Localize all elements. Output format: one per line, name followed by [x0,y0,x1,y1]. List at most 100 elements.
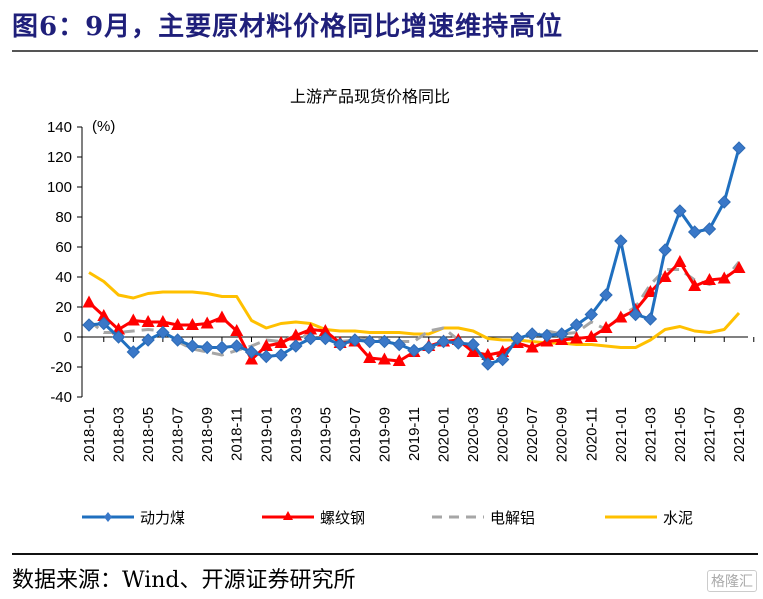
data-point-triangle [171,318,185,330]
data-point-triangle [377,352,391,365]
x-tick-label: 2020-11 [583,407,600,461]
series-line [88,147,741,366]
x-tick-label: 2020-07 [524,407,541,462]
x-tick-label: 2021-07 [701,407,718,462]
data-point-diamond [466,337,480,352]
data-point-triangle [525,340,539,353]
data-point-diamond [215,340,229,355]
x-tick-label: 2018-03 [111,407,128,462]
series-line [88,261,741,361]
x-tick-label: 2019-11 [406,407,423,461]
x-tick-label: 2019-01 [258,407,275,462]
x-tick-label: 2018-09 [199,407,216,462]
data-point-diamond [436,334,451,349]
data-point-diamond [303,331,318,346]
data-point-triangle [215,310,229,323]
watermark: 格隆汇 [707,570,757,592]
data-point-diamond [362,334,377,349]
legend-label: 水泥 [663,509,693,527]
series-4 [88,271,741,349]
data-point-triangle [156,315,170,327]
x-tick-label: 2019-09 [376,407,393,462]
data-point-triangle [318,324,332,336]
data-point-diamond [333,337,347,352]
data-point-triangle [732,261,746,273]
data-point-diamond [111,330,126,344]
data-point-diamond [289,339,303,353]
data-point-diamond [569,318,584,332]
data-point-diamond [702,222,717,236]
y-tick-label: 120 [47,149,72,166]
data-point-diamond [422,340,436,355]
y-tick-label: 140 [47,119,72,136]
data-point-diamond [259,349,273,364]
x-tick-label: 2020-09 [554,407,571,462]
x-tick-label: 2019-05 [317,407,334,462]
x-tick-label: 2021-03 [642,407,659,462]
y-tick-label: 40 [55,269,72,286]
data-point-diamond [481,357,495,371]
data-point-triangle [126,313,140,326]
data-point-triangle [112,322,126,335]
legend-marker-diamond [104,512,112,522]
chart-title: 上游产品现货价格同比 [290,87,450,106]
data-point-diamond [156,325,170,340]
data-point-diamond [348,333,362,347]
figure-title: 图6：9月，主要原材料价格同比增速维持高位 [12,12,564,42]
data-point-triangle [584,330,598,342]
data-point-diamond [126,345,141,359]
data-point-triangle [643,285,657,297]
legend-item-4: 水泥 [605,509,693,527]
series-line [88,271,741,349]
x-tick-label: 2021-01 [613,407,630,462]
data-point-diamond [200,340,214,355]
data-point-diamond [732,141,746,155]
series-group [82,141,746,371]
x-tick-label: 2021-05 [672,407,689,462]
legend-item-3: 电解铝 [432,509,535,527]
data-point-diamond [628,307,643,322]
data-point-triangle [392,354,406,366]
y-tick-label: 80 [55,209,72,226]
x-tick-label: 2018-07 [170,407,187,462]
data-point-triangle [363,351,377,363]
data-point-diamond [451,336,466,350]
data-point-diamond [540,328,554,343]
data-point-triangle [614,310,628,323]
data-point-triangle [259,339,273,351]
data-point-diamond [407,343,421,358]
legend-item-2: 螺纹钢 [262,509,365,527]
data-point-triangle [97,309,111,321]
y-axis-label: (%) [92,118,115,135]
bottom-rule [12,553,758,555]
data-point-triangle [304,322,318,335]
data-point-diamond [643,312,658,326]
data-point-triangle [702,273,716,285]
legend-label: 电解铝 [490,509,535,527]
y-tick-label: 0 [64,329,72,346]
data-point-diamond [170,333,185,347]
data-point-triangle [141,315,155,327]
data-point-diamond [525,327,539,341]
data-point-triangle [688,279,702,291]
data-point-diamond [377,334,392,349]
x-tick-label: 2019-07 [347,407,364,462]
legend: 动力煤 螺纹钢 电解铝 水泥 [82,509,693,527]
data-point-triangle [200,316,214,329]
data-point-triangle [289,328,303,341]
data-point-diamond [495,352,510,367]
x-tick-label: 2020-05 [495,407,512,462]
legend-label: 动力煤 [140,509,185,527]
data-point-diamond [82,318,96,332]
data-point-diamond [274,348,288,362]
data-point-diamond [614,234,628,248]
data-point-triangle [658,270,672,282]
top-rule [12,50,758,52]
data-point-diamond [141,333,155,347]
data-point-diamond [244,345,259,359]
data-point-diamond [599,288,613,302]
source-note: 数据来源：Wind、开源证券研究所 [12,568,356,593]
data-point-diamond [230,339,244,353]
legend-item-1: 动力煤 [82,509,185,527]
y-tick-label: 20 [55,299,72,316]
